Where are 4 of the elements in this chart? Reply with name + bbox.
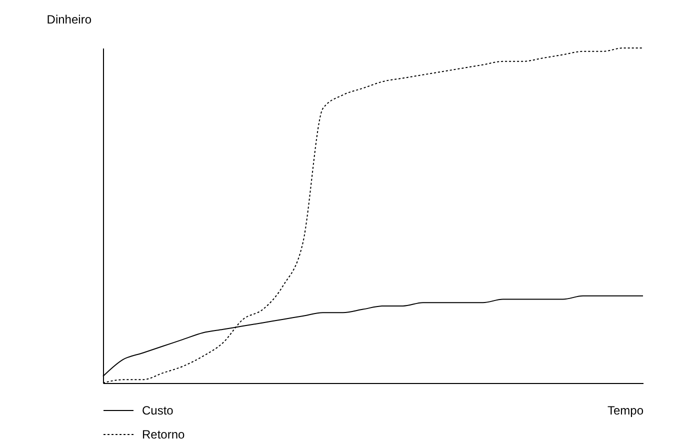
x-axis-title: Tempo [607,404,644,418]
legend-label: Retorno [142,428,186,442]
legend-label: Custo [142,404,174,418]
y-axis-title: Dinheiro [46,12,92,26]
